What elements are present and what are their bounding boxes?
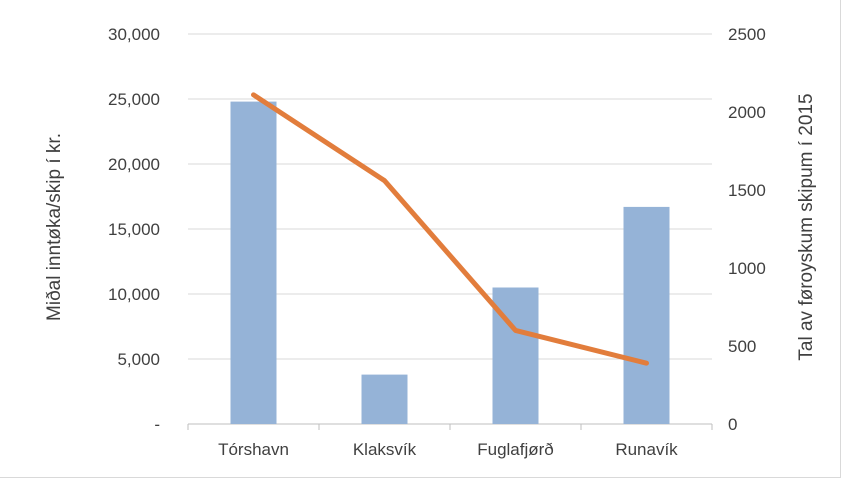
left-tick-label: 20,000: [108, 155, 160, 174]
category-label: Tórshavn: [218, 440, 289, 459]
right-tick-label: 2000: [728, 103, 766, 122]
y2-axis-title: Tal av føroyskum skipum í 2015: [796, 93, 817, 360]
bar: [361, 374, 408, 424]
right-tick-label: 1500: [728, 181, 766, 200]
line-path: [251, 92, 649, 366]
bar: [230, 101, 277, 424]
right-tick-label: 0: [728, 415, 737, 434]
left-axis-ticks: - 5,000 10,000 15,000 20,000 25,000 30,000: [108, 25, 160, 434]
bar-series: [230, 101, 670, 424]
right-tick-label: 500: [728, 337, 756, 356]
right-axis-ticks: 0 500 1000 1500 2000 2500: [728, 25, 766, 434]
category-label: Runavík: [615, 440, 678, 459]
right-tick-label: 1000: [728, 259, 766, 278]
line-series: [251, 92, 649, 366]
left-tick-label: 10,000: [108, 285, 160, 304]
right-tick-label: 2500: [728, 25, 766, 44]
bar: [492, 287, 539, 424]
left-tick-label: 15,000: [108, 220, 160, 239]
bar: [623, 206, 670, 424]
category-label: Klaksvík: [353, 440, 417, 459]
category-label: Fuglafjørð: [477, 440, 554, 459]
y-axis-title: Miðal inntøka/skip í kr.: [44, 133, 65, 321]
left-tick-label: 25,000: [108, 90, 160, 109]
gridlines: [187, 33, 713, 430]
left-tick-label: 30,000: [108, 25, 160, 44]
left-tick-label: 5,000: [117, 350, 160, 369]
category-axis-labels: Tórshavn Klaksvík Fuglafjørð Runavík: [218, 440, 678, 459]
left-tick-label: -: [154, 415, 160, 434]
